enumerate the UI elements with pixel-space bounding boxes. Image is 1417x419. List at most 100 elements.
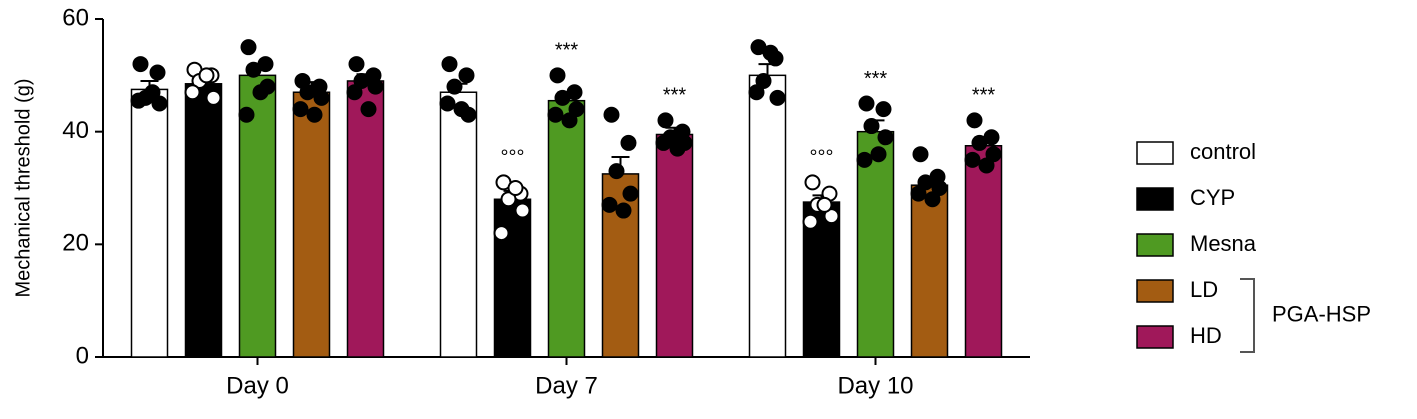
data-point [870,146,887,163]
data-point [245,61,262,78]
data-point [856,151,873,168]
data-point [453,101,470,118]
data-point [144,84,161,101]
bar [748,74,787,358]
y-axis-label: Mechanical threshold (g) [12,79,34,298]
data-point [458,67,475,84]
data-point [561,112,578,129]
data-point [622,185,639,202]
data-point [292,101,309,118]
data-point [130,92,147,109]
legend-label: Mesna [1190,231,1257,256]
data-point [762,44,779,61]
data-point [313,89,330,106]
legend-label: CYP [1190,185,1235,210]
bar [184,83,223,358]
data-point [608,163,625,180]
data-point [615,202,632,219]
data-point [238,106,255,123]
data-point [549,67,566,84]
legend-swatch [1136,187,1174,211]
data-point [755,72,772,89]
data-point [446,78,463,95]
data-point [493,225,510,242]
data-point [198,67,215,84]
y-tick-label: 40 [62,117,89,144]
bar [547,99,586,358]
bar [856,130,895,358]
x-tick-label: Day 7 [535,372,598,399]
data-point [748,84,765,101]
legend-label: HD [1190,323,1222,348]
legend-label: LD [1190,277,1218,302]
y-tick-label: 0 [76,342,89,369]
data-point [657,112,674,129]
data-point [353,72,370,89]
data-point [132,56,149,73]
legend-swatch [1136,325,1174,349]
data-point [299,84,316,101]
significance-label: °°° [810,147,834,169]
bar [493,198,532,358]
data-point [966,112,983,129]
legend-swatch [1136,141,1174,165]
data-point [917,174,934,191]
data-point [367,78,384,95]
bar [346,80,385,358]
significance-label: *** [555,40,579,62]
data-point [348,56,365,73]
data-point [603,106,620,123]
data-point [441,56,458,73]
bar [964,145,1003,358]
data-point [875,101,892,118]
legend-swatch [1136,279,1174,303]
data-point [568,101,585,118]
data-point [971,134,988,151]
bar [130,88,169,358]
data-point [804,174,821,191]
data-point [655,134,672,151]
data-point [507,180,524,196]
data-point [931,180,948,196]
legend-bracket [1240,278,1255,353]
data-point [877,129,894,146]
data-point [547,106,564,123]
data-point [816,196,833,213]
significance-label: *** [972,85,996,107]
bar [439,91,478,358]
data-point [205,89,222,106]
data-point [823,208,840,225]
significance-label: °°° [501,147,525,169]
significance-label: *** [864,68,888,90]
data-point [601,196,618,213]
legend-group-label: PGA-HSP [1272,301,1371,326]
data-point [184,84,201,101]
data-point [240,39,257,56]
y-tick-label: 60 [62,4,89,31]
bar [655,133,694,358]
data-point [669,140,686,157]
data-point [863,118,880,135]
x-tick-label: Day 10 [837,372,913,399]
data-point [858,95,875,112]
data-point [910,185,927,202]
data-point [439,95,456,112]
data-point [978,157,995,174]
data-point [924,191,941,208]
data-point [306,106,323,123]
y-tick-label: 20 [62,230,89,257]
data-point [769,89,786,106]
bar [910,184,949,358]
data-point [802,213,819,230]
significance-label: *** [663,85,687,107]
data-point [912,146,929,163]
data-point [149,64,166,81]
data-point [252,84,269,101]
data-point [554,89,571,106]
x-tick-label: Day 0 [226,372,289,399]
data-point [151,95,168,112]
data-point [500,191,517,208]
legend-label: control [1190,139,1256,164]
data-point [514,202,531,219]
